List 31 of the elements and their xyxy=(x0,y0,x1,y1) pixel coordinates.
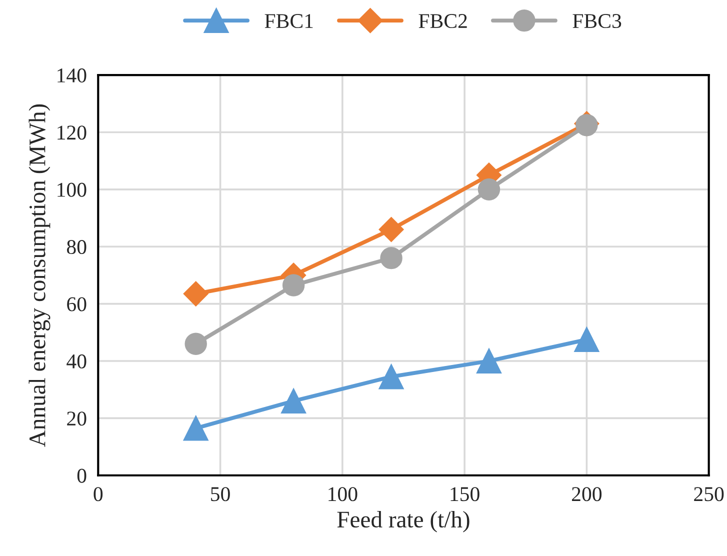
point xyxy=(184,332,207,355)
y-tick-label: 120 xyxy=(58,126,86,140)
point xyxy=(183,281,208,306)
point xyxy=(183,416,208,441)
legend-label: FBC2 xyxy=(418,14,467,28)
point xyxy=(380,246,402,270)
x-tick-label: 150 xyxy=(450,487,480,502)
y-tick-label: 40 xyxy=(66,354,86,368)
x-tick-label: 250 xyxy=(694,487,724,502)
y-tick-label: 100 xyxy=(58,182,86,197)
y-tick-label: 20 xyxy=(67,412,86,426)
point xyxy=(282,274,305,296)
y-axis-title: Annual energy consumption (MWh) xyxy=(28,104,50,447)
point xyxy=(281,388,306,414)
x-tick-label: 0 xyxy=(94,487,103,502)
point xyxy=(476,348,502,374)
x-tick-label: 100 xyxy=(328,487,358,502)
point xyxy=(574,327,600,352)
point xyxy=(576,114,598,136)
y-tick-label: 0 xyxy=(77,468,86,483)
point xyxy=(478,178,500,201)
point xyxy=(378,364,404,390)
legend-label: FBC3 xyxy=(572,14,622,28)
y-tick-label: 140 xyxy=(58,68,86,82)
legend-label: FBC1 xyxy=(264,14,313,28)
x-tick-label: 200 xyxy=(572,487,602,502)
x-tick-label: 50 xyxy=(211,487,230,502)
point xyxy=(378,216,404,242)
y-tick-label: 60 xyxy=(67,297,86,312)
x-axis-title: Feed rate (t/h) xyxy=(337,510,470,532)
y-tick-label: 80 xyxy=(66,240,86,254)
